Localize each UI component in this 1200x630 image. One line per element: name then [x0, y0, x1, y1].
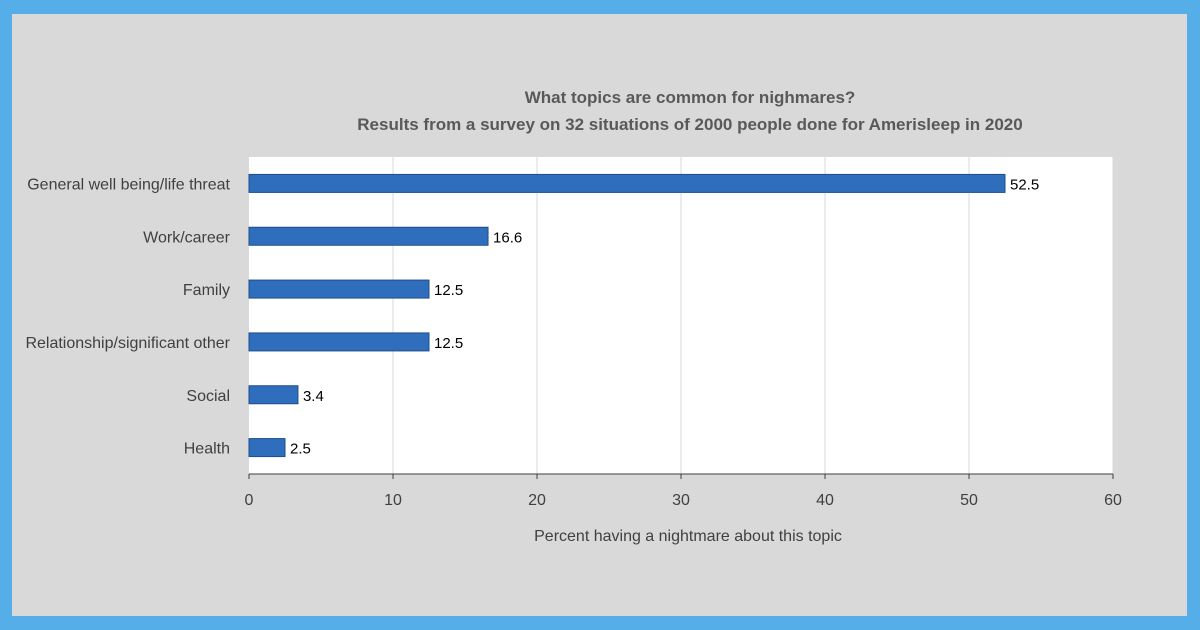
- x-tick-label: 20: [528, 492, 546, 509]
- data-label: 2.5: [290, 441, 311, 458]
- chart-subtitle: Results from a survey on 32 situations o…: [357, 115, 1022, 134]
- chart-frame: What topics are common for nighmares? Re…: [12, 14, 1187, 616]
- bar-chart: What topics are common for nighmares? Re…: [25, 88, 1122, 545]
- category-label: Social: [186, 388, 230, 405]
- category-label: Health: [184, 441, 230, 458]
- bar: [248, 332, 430, 352]
- chart-title: What topics are common for nighmares?: [525, 88, 856, 107]
- bar: [248, 438, 286, 458]
- x-tick-labels: 0 10 20 30 40 50 60: [245, 492, 1122, 509]
- data-label: 3.4: [303, 388, 324, 405]
- x-tick-label: 0: [245, 492, 254, 509]
- category-label: Relationship/significant other: [25, 335, 230, 352]
- bar: [248, 173, 1006, 193]
- bar: [248, 385, 299, 405]
- category-label: Work/career: [143, 229, 231, 246]
- data-label: 52.5: [1010, 176, 1039, 193]
- category-labels: General well being/life threat Work/caree…: [25, 176, 230, 457]
- x-tick-label: 50: [960, 492, 978, 509]
- x-tick-label: 10: [384, 492, 402, 509]
- bars: [248, 173, 1006, 458]
- data-label: 12.5: [434, 282, 463, 299]
- data-label: 16.6: [493, 229, 522, 246]
- data-labels: 52.5 16.6 12.5 12.5 3.4 2.5: [290, 176, 1039, 457]
- x-axis-title: Percent having a nightmare about this to…: [534, 528, 842, 545]
- x-axis: [248, 473, 1114, 479]
- x-tick-label: 60: [1104, 492, 1122, 509]
- category-label: Family: [183, 282, 230, 299]
- x-tick-label: 40: [816, 492, 834, 509]
- gridlines: [392, 157, 1114, 474]
- data-label: 12.5: [434, 335, 463, 352]
- category-label: General well being/life threat: [27, 176, 230, 193]
- bar: [248, 226, 489, 246]
- bar: [248, 279, 430, 299]
- x-tick-label: 30: [672, 492, 690, 509]
